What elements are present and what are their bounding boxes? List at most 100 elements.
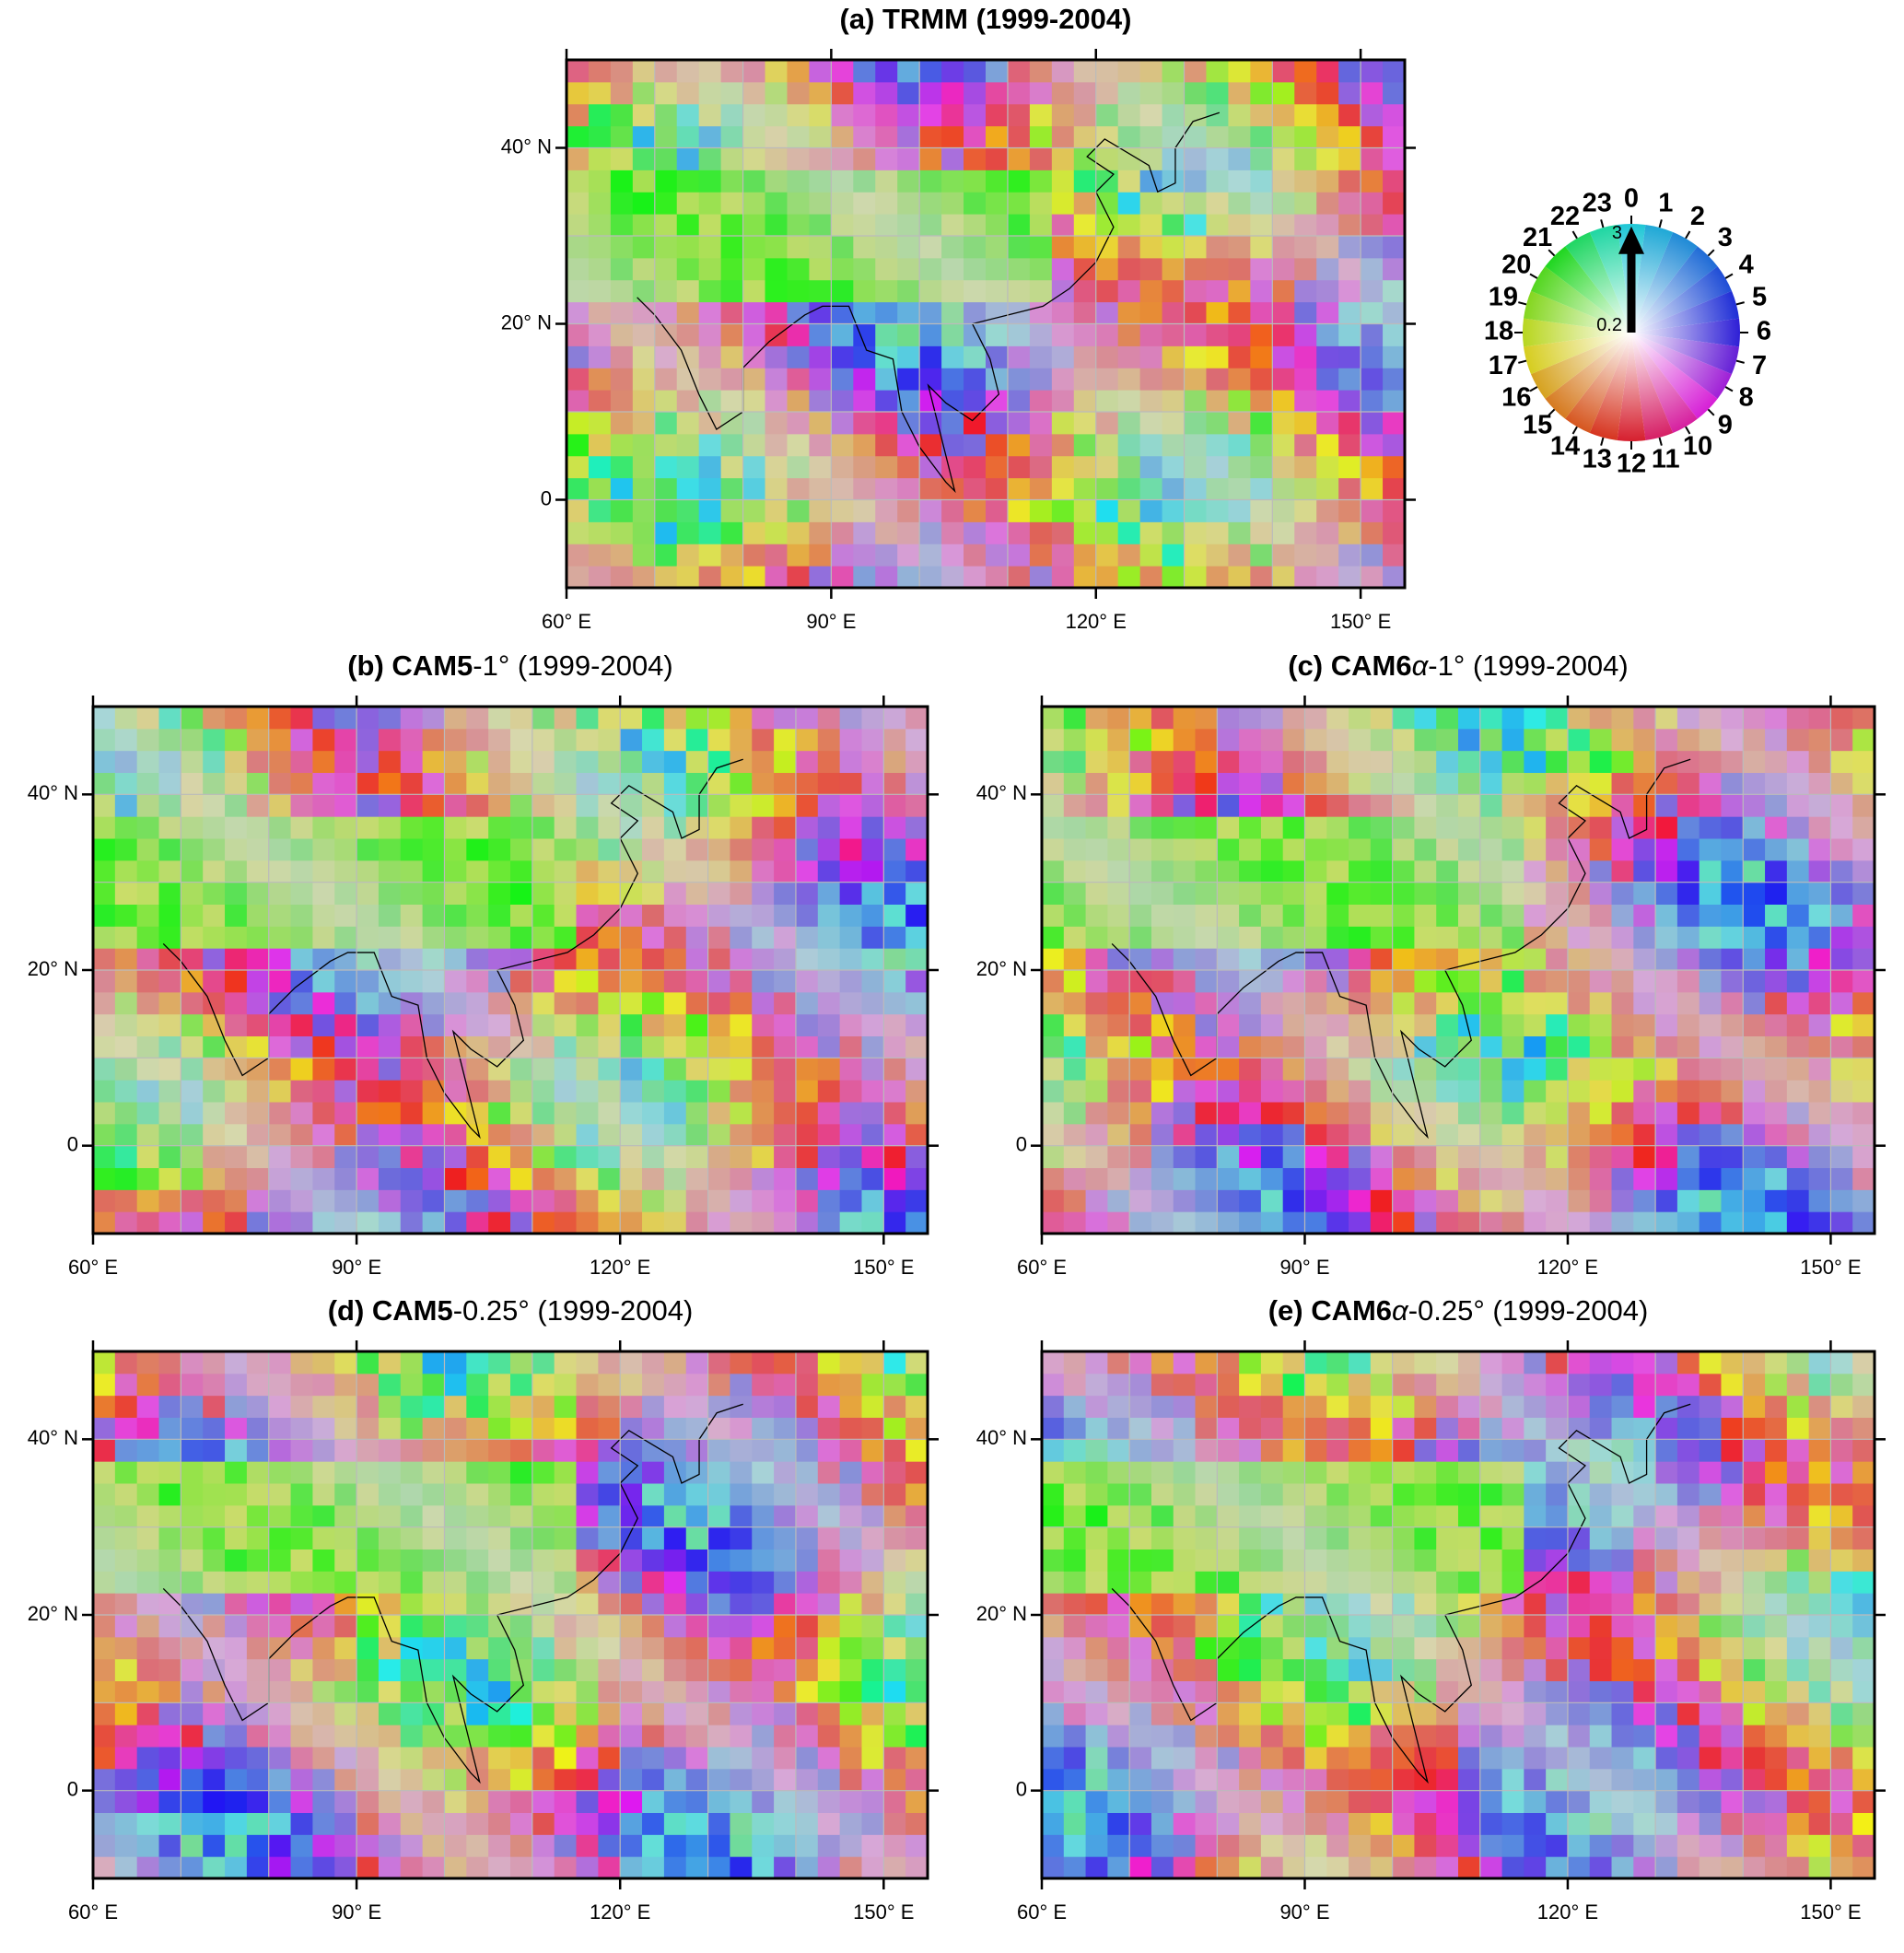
map-cell [1228, 236, 1251, 259]
map-cell [875, 60, 898, 83]
map-cell [1370, 1351, 1394, 1374]
map-cell [1349, 1483, 1372, 1506]
map-cell [1294, 412, 1317, 435]
map-cell [752, 904, 775, 927]
map-cell [1370, 904, 1394, 927]
map-cell [334, 1395, 357, 1418]
map-cell [707, 1373, 730, 1397]
map-cell [488, 1035, 511, 1058]
map-cell [1117, 257, 1141, 281]
map-cell [1633, 1058, 1656, 1081]
map-cell [1217, 1725, 1240, 1748]
map-cell [817, 991, 841, 1015]
map-cell [883, 1373, 906, 1397]
map-cell [554, 1145, 578, 1168]
map-cell [817, 816, 841, 839]
map-cell [1436, 860, 1459, 883]
map-cell [1151, 1593, 1174, 1616]
map-cell [1524, 1636, 1547, 1660]
map-cell [1217, 1615, 1240, 1638]
map-cell [1085, 1615, 1108, 1638]
map-cell [1107, 926, 1130, 949]
map-cell [1029, 368, 1053, 391]
map-cell [1272, 390, 1295, 413]
map-cell [268, 794, 292, 817]
map-cell [93, 1790, 116, 1813]
map-cell [861, 1790, 884, 1813]
map-cell [334, 860, 357, 883]
map-cell [831, 170, 854, 193]
map-cell [642, 1102, 665, 1125]
map-cell [1195, 1856, 1218, 1879]
map-cell [356, 1351, 380, 1374]
map-cell [225, 1483, 248, 1506]
panel-title: (e) CAM6α-0.25° (1999-2004) [1268, 1294, 1649, 1327]
map-cell [986, 301, 1009, 324]
map-cell [378, 1834, 402, 1857]
map-cell [531, 1747, 555, 1770]
map-cell [1852, 1768, 1875, 1792]
map-cell [1063, 1790, 1087, 1813]
map-cell [1765, 1702, 1788, 1725]
map-cell [203, 1395, 226, 1418]
map-cell [444, 1768, 467, 1792]
map-cell [1414, 1417, 1437, 1440]
map-cell [246, 1035, 270, 1058]
map-cell [1206, 279, 1229, 303]
map-cell [1633, 1593, 1656, 1616]
map-cell [1051, 257, 1075, 281]
map-cell [1721, 1549, 1744, 1572]
map-cell [1436, 1189, 1459, 1212]
map-cell [203, 1526, 226, 1550]
map-cell [1721, 1702, 1744, 1725]
map-cell [1830, 948, 1853, 971]
map-cell [1633, 1636, 1656, 1660]
map-cell [1458, 1790, 1481, 1813]
map-cell [181, 728, 204, 752]
map-cell [268, 838, 292, 861]
map-cell [1765, 794, 1788, 817]
map-cell [1721, 1351, 1744, 1374]
map-cell [554, 1189, 578, 1212]
map-cell [1326, 1189, 1349, 1212]
map-cell [1250, 60, 1273, 83]
map-cell [114, 1636, 138, 1660]
map-cell [707, 1526, 730, 1550]
map-cell [1458, 707, 1481, 730]
map-cell [334, 1636, 357, 1660]
map-cell [1361, 192, 1384, 215]
map-cell [1852, 1549, 1875, 1572]
map-cell [290, 1812, 313, 1835]
map-cell [268, 1571, 292, 1594]
map-cell [905, 1035, 929, 1058]
wheel-hour-label: 19 [1489, 282, 1518, 311]
map-cell [1392, 1080, 1415, 1103]
map-cell [466, 948, 489, 971]
map-cell [1129, 904, 1152, 927]
map-cell [905, 1658, 929, 1681]
map-cell [312, 750, 335, 773]
map-cell [510, 794, 533, 817]
map-cell [422, 750, 445, 773]
map-cell [1239, 1189, 1262, 1212]
map-cell [1162, 368, 1186, 391]
map-cell [685, 1461, 709, 1484]
map-cell [632, 390, 656, 413]
map-cell [576, 750, 599, 773]
map-cell [861, 1123, 884, 1147]
map-cell [742, 477, 766, 500]
map-cell [510, 1702, 533, 1725]
map-cell [1173, 707, 1197, 730]
map-cell [158, 1395, 181, 1418]
map-cell [93, 860, 116, 883]
map-cell [1282, 1167, 1305, 1190]
map-cell [663, 1145, 687, 1168]
map-cell [1051, 170, 1075, 193]
map-cell [290, 1211, 313, 1234]
map-cell [1546, 1351, 1569, 1374]
map-cell [225, 750, 248, 773]
map-cell [1546, 1658, 1569, 1681]
map-cell [1129, 1790, 1152, 1813]
map-cell [1073, 279, 1097, 303]
map-cell [1349, 1167, 1372, 1190]
